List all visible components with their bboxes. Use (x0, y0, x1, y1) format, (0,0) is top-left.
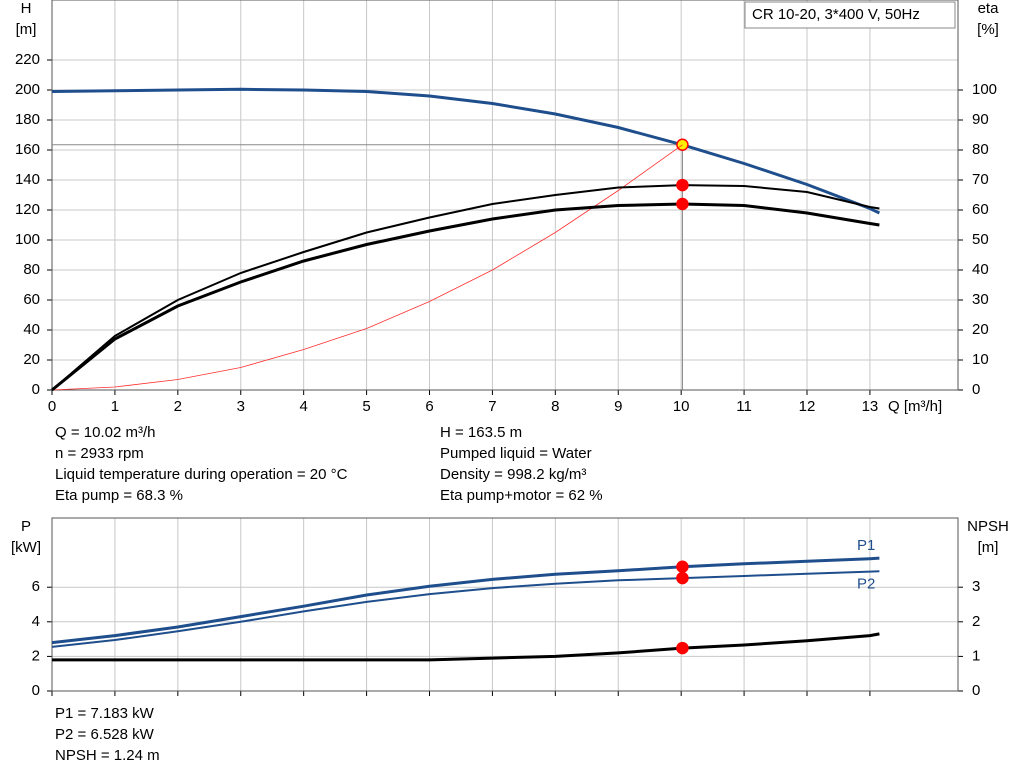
y-tick-label: 180 (15, 111, 40, 128)
curve (51, 570, 880, 648)
curve (52, 632, 880, 662)
operating-marker (676, 560, 689, 573)
operating-marker (676, 138, 689, 151)
y-tick-label: 2 (32, 647, 40, 664)
x-tick-label: 1 (111, 398, 119, 415)
x-tick-label: 3 (237, 398, 245, 415)
y-tick-label: 60 (23, 291, 40, 308)
operating-marker (676, 197, 689, 211)
y-tick-label: 0 (32, 381, 40, 398)
y-tick-label: 200 (15, 81, 40, 98)
y-tick-label: 140 (15, 171, 40, 188)
curve (51, 144, 683, 391)
y-tick-label: 120 (15, 201, 40, 218)
x-tick-label: 13 (862, 398, 879, 415)
y-tick-label: 220 (15, 51, 40, 68)
operating-marker (676, 641, 689, 655)
x-tick-label: 5 (362, 398, 370, 415)
y-axis-label: H (21, 0, 32, 17)
x-tick-label: 2 (174, 398, 182, 415)
x-tick-label: 8 (551, 398, 559, 415)
y2-axis-label: NPSH (967, 518, 1009, 535)
x-tick-label: 10 (673, 398, 690, 415)
x-tick-label: 0 (48, 398, 56, 415)
operating-marker (676, 178, 689, 192)
curve (51, 556, 880, 645)
y-axis-label: P (21, 518, 31, 535)
series-label: P2 (857, 575, 875, 592)
y2-tick-label: 40 (972, 261, 989, 278)
x-tick-label: 6 (425, 398, 433, 415)
info-text: P2 = 6.528 kW (55, 726, 155, 743)
y-tick-label: 40 (23, 321, 40, 338)
y2-tick-label: 80 (972, 141, 989, 158)
info-text: Liquid temperature during operation = 20… (55, 466, 348, 483)
info-text: Density = 998.2 kg/m³ (440, 466, 586, 483)
y2-tick-label: 2 (972, 613, 980, 630)
info-text: n = 2933 rpm (55, 445, 144, 462)
y2-tick-label: 3 (972, 578, 980, 595)
info-text: Pumped liquid = Water (440, 445, 592, 462)
x-axis-label: Q [m³/h] (888, 398, 942, 415)
info-text: NPSH = 1.24 m (55, 747, 160, 764)
series-label: P1 (857, 537, 875, 554)
y2-tick-label: 100 (972, 81, 997, 98)
x-tick-label: 7 (488, 398, 496, 415)
info-text: Eta pump+motor = 62 % (440, 487, 603, 504)
x-tick-label: 12 (799, 398, 816, 415)
plot-frame (51, 517, 959, 692)
title: CR 10-20, 3*400 V, 50Hz (752, 6, 920, 23)
y-tick-label: 160 (15, 141, 40, 158)
curve (51, 202, 880, 392)
x-tick-label: 11 (736, 398, 752, 415)
y-tick-label: 4 (32, 613, 40, 630)
y2-tick-label: 50 (972, 231, 989, 248)
curve (51, 87, 881, 215)
y2-tick-label: 1 (972, 647, 980, 664)
x-tick-label: 9 (614, 398, 622, 415)
y-axis-unit: [kW] (11, 539, 41, 556)
y2-tick-label: 0 (972, 682, 980, 699)
info-text: Eta pump = 68.3 % (55, 487, 183, 504)
info-text: P1 = 7.183 kW (55, 705, 155, 722)
y2-tick-label: 90 (972, 111, 989, 128)
y-tick-label: 0 (32, 682, 40, 699)
info-text: H = 163.5 m (440, 424, 522, 441)
y2-tick-label: 70 (972, 171, 989, 188)
y2-tick-label: 0 (972, 381, 980, 398)
y-tick-label: 80 (23, 261, 40, 278)
curve (51, 184, 880, 391)
y2-tick-label: 20 (972, 321, 989, 338)
y2-axis-unit: [m] (978, 539, 999, 556)
title-box (744, 1, 956, 29)
x-tick-label: 4 (299, 398, 307, 415)
y2-tick-label: 60 (972, 201, 989, 218)
y-tick-label: 6 (32, 578, 40, 595)
operating-marker (676, 571, 689, 585)
y2-axis-label: eta (978, 0, 1000, 17)
y2-axis-unit: [%] (977, 21, 999, 38)
plot-frame (51, 0, 959, 391)
info-text: Q = 10.02 m³/h (55, 424, 155, 441)
y-tick-label: 20 (23, 351, 40, 368)
y-axis-unit: [m] (16, 21, 37, 38)
y-tick-label: 100 (15, 231, 40, 248)
y2-tick-label: 30 (972, 291, 989, 308)
y2-tick-label: 10 (972, 351, 989, 368)
